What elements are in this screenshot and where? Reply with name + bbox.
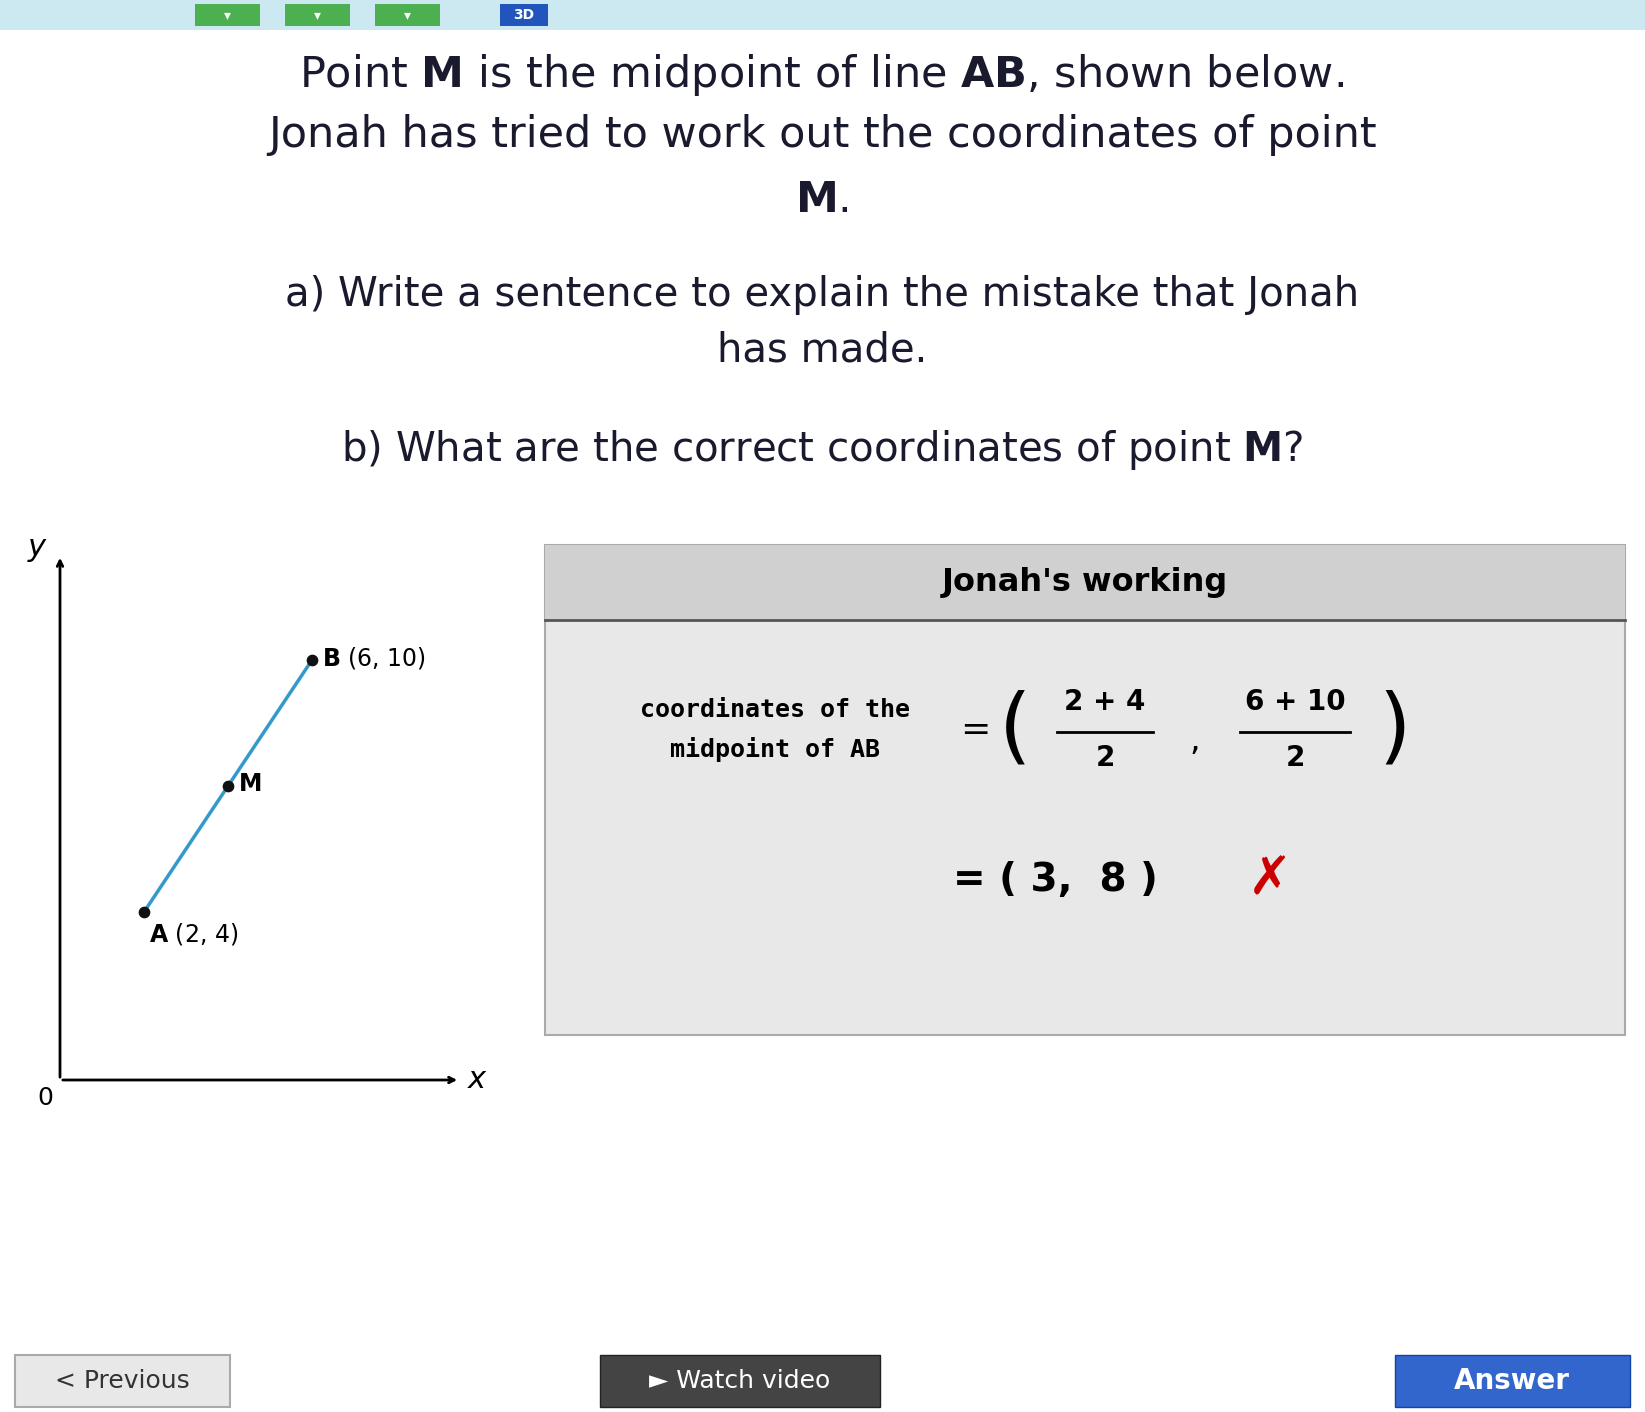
Text: 2 + 4: 2 + 4 xyxy=(1064,688,1145,716)
Text: $0$: $0$ xyxy=(36,1086,53,1110)
Text: ▾: ▾ xyxy=(314,8,321,23)
Bar xyxy=(15,1356,230,1406)
Text: ▾: ▾ xyxy=(403,8,411,23)
Bar xyxy=(500,4,548,25)
Text: Jonah's working: Jonah's working xyxy=(943,568,1229,599)
Bar xyxy=(285,4,350,25)
Text: Answer: Answer xyxy=(1454,1367,1569,1395)
Text: $\mathbf{M}$: $\mathbf{M}$ xyxy=(239,772,262,796)
Text: =: = xyxy=(959,713,990,747)
Point xyxy=(132,901,158,923)
Text: $\mathbf{A}$ (2, 4): $\mathbf{A}$ (2, 4) xyxy=(150,921,239,947)
Text: $x$: $x$ xyxy=(467,1066,489,1094)
Bar xyxy=(0,0,1645,30)
Text: coordinates of the: coordinates of the xyxy=(640,698,910,722)
Text: ): ) xyxy=(1379,689,1411,771)
Text: 2: 2 xyxy=(1285,744,1304,772)
Text: ▾: ▾ xyxy=(224,8,230,23)
Text: 3D: 3D xyxy=(513,8,535,23)
Text: ,: , xyxy=(1189,723,1201,757)
Text: 2: 2 xyxy=(1096,744,1115,772)
Text: Point $\mathbf{M}$ is the midpoint of line $\mathbf{AB}$, shown below.: Point $\mathbf{M}$ is the midpoint of li… xyxy=(299,52,1344,97)
Text: < Previous: < Previous xyxy=(54,1370,189,1394)
Text: has made.: has made. xyxy=(717,330,928,370)
Bar xyxy=(375,4,439,25)
Bar xyxy=(544,545,1625,1035)
Point xyxy=(215,775,242,798)
Text: a) Write a sentence to explain the mistake that Jonah: a) Write a sentence to explain the mista… xyxy=(285,275,1359,315)
Bar xyxy=(600,1356,880,1406)
Text: midpoint of AB: midpoint of AB xyxy=(670,737,880,762)
Text: = ( 3,  8 ): = ( 3, 8 ) xyxy=(952,861,1158,899)
Text: $y$: $y$ xyxy=(28,535,49,565)
Text: b) What are the correct coordinates of point $\mathbf{M}$?: b) What are the correct coordinates of p… xyxy=(341,428,1303,472)
Text: $\mathbf{B}$ (6, 10): $\mathbf{B}$ (6, 10) xyxy=(322,645,426,671)
Text: ✗: ✗ xyxy=(1249,854,1291,907)
Bar xyxy=(196,4,260,25)
Text: ► Watch video: ► Watch video xyxy=(650,1370,831,1394)
Bar xyxy=(1395,1356,1630,1406)
Text: 6 + 10: 6 + 10 xyxy=(1245,688,1346,716)
Text: $\mathbf{M}$.: $\mathbf{M}$. xyxy=(795,179,849,222)
Point xyxy=(299,648,326,671)
Bar xyxy=(544,545,1625,620)
Text: (: ( xyxy=(999,689,1031,771)
Text: Jonah has tried to work out the coordinates of point: Jonah has tried to work out the coordina… xyxy=(268,114,1377,155)
